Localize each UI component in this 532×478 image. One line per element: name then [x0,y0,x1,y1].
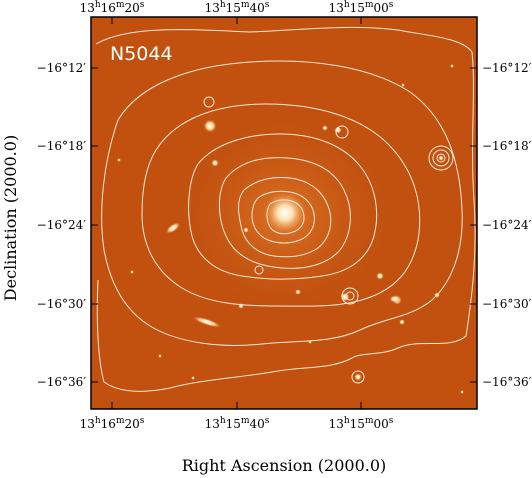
tick-marks [91,17,477,409]
contour-blob [345,291,355,301]
x-axis-title: Right Ascension (2000.0) [182,456,387,475]
contour-blob [436,153,446,163]
star [450,64,454,68]
y-ticks-left: −16°12′ −16°18′ −16°24′ −16°30′ −16°36′ [37,61,87,389]
x-tick-label: 13h15m40s [205,416,270,431]
contour-blob [428,145,454,171]
star [243,227,249,233]
star [238,303,244,309]
star [191,376,195,380]
y-tick-label: −16°30′ [482,297,532,311]
x-tick-label: 13h16m20s [80,0,145,15]
y-tick-label: −16°12′ [37,61,87,75]
galaxy-core [263,191,307,235]
star [460,390,464,394]
contour-blob [335,125,349,139]
star [203,119,217,133]
x-ticks-bottom: 13h16m20s 13h15m40s 13h15m00s [80,416,394,431]
contour-level-7 [251,190,315,244]
star [158,354,162,358]
y-ticks-right: −16°12′ −16°18′ −16°24′ −16°30′ −16°36′ [482,61,532,389]
star [211,159,219,167]
star [376,272,384,280]
contour-level-5 [218,157,351,269]
contour-level-1 [95,26,476,392]
y-tick-label: −16°30′ [37,297,87,311]
edge-on-galaxy [191,316,223,328]
star [117,158,121,162]
contour-blob [254,265,264,275]
plot-frame [90,16,478,410]
spiral-galaxy [165,221,181,235]
star [295,289,301,295]
galaxy [389,295,401,303]
y-axis-title: Declination (2000.0) [1,135,20,301]
star [322,125,328,131]
y-tick-label: −16°36′ [482,375,532,389]
y-tick-label: −16°18′ [37,139,87,153]
star [130,270,134,274]
x-tick-label: 13h15m00s [329,416,394,431]
star [438,155,444,161]
y-tick-label: −16°36′ [37,375,87,389]
contour-level-2 [101,60,463,346]
contour-blob [432,149,450,167]
y-tick-label: −16°24′ [482,218,532,232]
star [399,319,405,325]
x-tick-label: 13h15m40s [205,0,270,15]
contour-level-3 [141,103,421,307]
star [354,373,362,381]
contour-level-8 [266,199,305,235]
x-tick-label: 13h16m20s [80,416,145,431]
contour-blob [203,96,215,108]
contours [95,26,476,392]
contour-blob [351,370,365,384]
star [340,292,350,302]
contour-level-4 [188,133,378,280]
y-tick-label: −16°12′ [482,61,532,75]
y-tick-label: −16°24′ [37,218,87,232]
contour-blob [341,287,359,305]
y-tick-label: −16°18′ [482,139,532,153]
x-ticks-top: 13h16m20s 13h15m40s 13h15m00s [80,0,394,15]
x-tick-label: 13h15m00s [329,0,394,15]
star [401,83,405,87]
contour-level-6 [238,177,332,258]
sky-image: N5044 [91,17,477,409]
panel-label: N5044 [110,43,173,65]
